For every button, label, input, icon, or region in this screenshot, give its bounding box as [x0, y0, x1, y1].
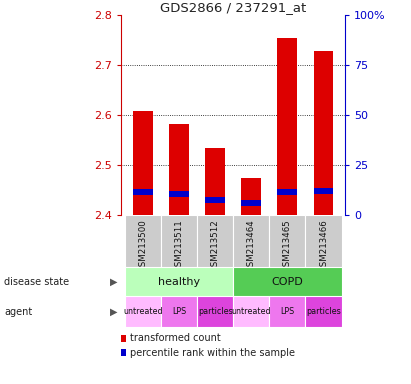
Bar	[205, 147, 225, 215]
Bar	[241, 177, 261, 215]
Text: transformed count: transformed count	[130, 333, 221, 343]
Title: GDS2866 / 237291_at: GDS2866 / 237291_at	[160, 1, 306, 14]
Bar	[125, 267, 233, 296]
Bar	[197, 296, 233, 327]
Text: GSM213465: GSM213465	[283, 219, 292, 272]
Bar	[241, 200, 261, 206]
Bar	[197, 215, 233, 267]
Text: agent: agent	[4, 307, 32, 317]
Bar	[161, 215, 197, 267]
Bar	[269, 215, 305, 267]
Bar	[305, 215, 342, 267]
Text: particles: particles	[198, 307, 233, 316]
Text: ▶: ▶	[110, 276, 117, 287]
Bar	[233, 215, 269, 267]
Text: untreated: untreated	[123, 307, 163, 316]
Bar	[269, 296, 305, 327]
Text: GSM213464: GSM213464	[247, 219, 256, 272]
Bar	[277, 189, 298, 195]
Bar	[125, 296, 161, 327]
Text: healthy: healthy	[158, 276, 200, 287]
Text: GSM213466: GSM213466	[319, 219, 328, 272]
Bar	[205, 197, 225, 203]
Text: COPD: COPD	[272, 276, 303, 287]
Bar	[161, 296, 197, 327]
Bar	[169, 124, 189, 215]
Bar	[125, 215, 161, 267]
Bar	[233, 267, 342, 296]
Text: particles: particles	[306, 307, 341, 316]
Bar	[133, 189, 153, 195]
Text: untreated: untreated	[231, 307, 271, 316]
Bar	[314, 188, 333, 194]
Text: GSM213512: GSM213512	[211, 219, 219, 272]
Bar	[305, 296, 342, 327]
Text: percentile rank within the sample: percentile rank within the sample	[130, 348, 295, 358]
Bar	[233, 296, 269, 327]
Text: disease state: disease state	[4, 276, 69, 287]
Bar	[169, 191, 189, 197]
Text: ▶: ▶	[110, 307, 117, 317]
Bar	[277, 38, 298, 215]
Text: LPS: LPS	[172, 307, 186, 316]
Text: LPS: LPS	[280, 307, 295, 316]
Text: GSM213500: GSM213500	[139, 219, 148, 272]
Text: GSM213511: GSM213511	[175, 219, 184, 272]
Bar	[133, 111, 153, 215]
Bar	[314, 51, 333, 215]
